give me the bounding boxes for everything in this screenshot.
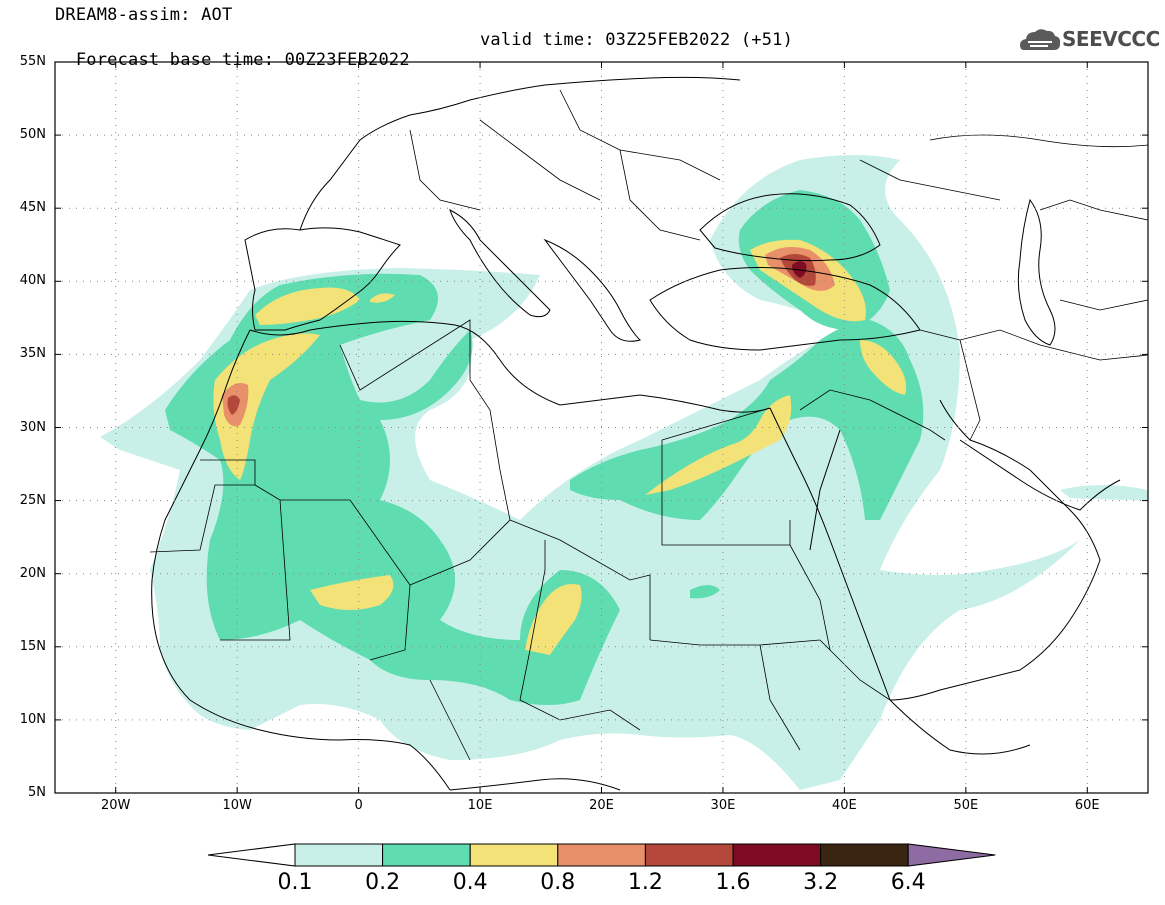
colorbar: [207, 843, 996, 867]
lon-label: 60E: [1074, 798, 1100, 813]
lon-label: 40E: [831, 798, 857, 813]
colorbar-segment: [382, 843, 471, 867]
logo-text: SEEVCCC: [1062, 27, 1160, 51]
map-title: DREAM8-assim: AOT: [55, 5, 233, 25]
cloud-icon: [1020, 29, 1061, 50]
base-time: Forecast base time: 00Z23FEB2022: [75, 50, 410, 70]
lon-label: 20E: [589, 798, 614, 813]
borders: [149, 89, 1148, 761]
colorbar-segment: [732, 843, 822, 867]
coastlines: [151, 76, 1121, 791]
lon-label: 10W: [222, 798, 252, 813]
valid-time: valid time: 03Z25FEB2022 (+51): [480, 30, 794, 50]
lat-label: 5N: [28, 785, 46, 800]
lat-label: 45N: [19, 200, 46, 216]
colorbar-label: 0.4: [452, 870, 488, 895]
lon-label: 10E: [467, 798, 493, 813]
colorbar-segment: [820, 843, 909, 867]
lat-label: 15N: [19, 638, 46, 654]
colorbar-segment: [294, 843, 384, 867]
colorbar-label: 3.2: [803, 870, 839, 895]
forecast-times: Forecast base time: 00Z23FEB2022 valid t…: [55, 30, 793, 90]
colorbar-min-arrow: [207, 843, 296, 867]
axis-ticks: [55, 61, 1148, 794]
lon-label: 0: [354, 798, 363, 813]
lat-label: 40N: [19, 273, 46, 289]
lat-label: 30N: [19, 419, 46, 435]
colorbar-label: 6.4: [890, 870, 926, 895]
colorbar-label: 1.6: [715, 870, 751, 895]
lon-label: 50E: [953, 798, 979, 813]
lat-label: 55N: [19, 54, 46, 69]
colorbar-label: 1.2: [627, 870, 663, 895]
lat-label: 50N: [19, 127, 46, 143]
lat-label: 20N: [19, 565, 46, 581]
colorbar-label: 0.8: [540, 870, 576, 895]
lon-label: 30E: [710, 798, 736, 813]
colorbar-segment: [469, 843, 559, 867]
lat-label: 35N: [19, 346, 46, 362]
lat-label: 25N: [19, 492, 46, 508]
colorbar-label: 0.2: [365, 870, 401, 895]
aot-field: [100, 76, 1148, 791]
colorbar-max-arrow: [907, 843, 996, 867]
colorbar-segment: [557, 843, 646, 867]
lat-label: 10N: [19, 711, 46, 727]
colorbar-label: 0.1: [277, 870, 313, 895]
colorbar-segment: [644, 843, 734, 867]
lon-label: 20W: [101, 798, 131, 813]
